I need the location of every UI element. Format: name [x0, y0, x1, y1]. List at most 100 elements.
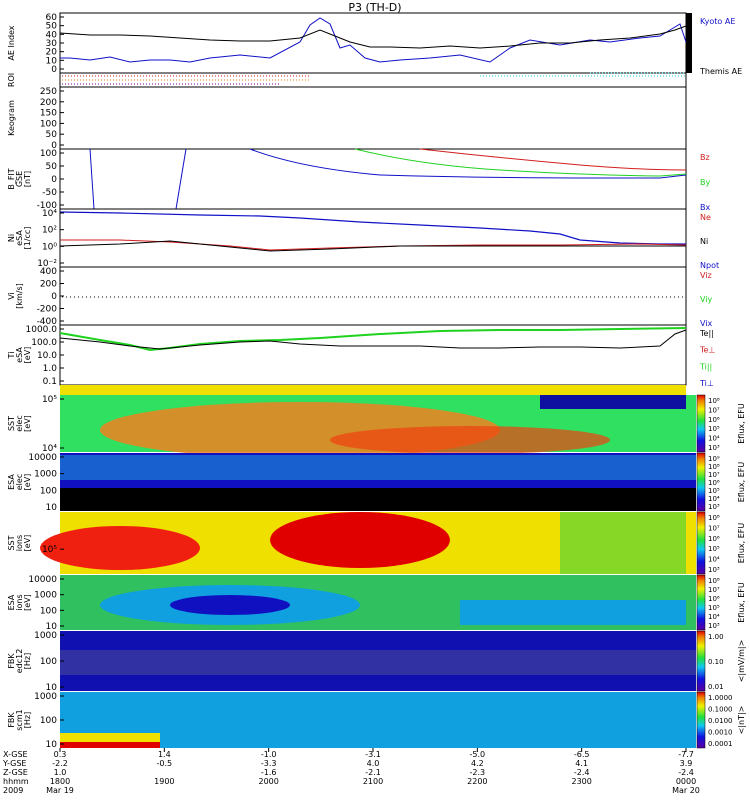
x-tick-label: Mar 20 [672, 786, 700, 795]
x-tick-label: -2.4 [574, 768, 590, 777]
y-axis-label: Keogram [7, 100, 16, 136]
colorbar-tick-label: 10³ [708, 622, 720, 630]
colorbar [696, 630, 706, 692]
y-axis-label: ESA [7, 594, 16, 610]
y-tick-label: 400 [40, 267, 57, 277]
colorbar-tick-label: 10⁷ [708, 471, 720, 479]
series-te-par [59, 329, 687, 350]
x-tick-label: -2.3 [470, 768, 486, 777]
colorbar-label: Eflux, EFU [737, 403, 746, 444]
y-axis-label: elec [15, 474, 24, 490]
y-tick-label: 50 [46, 130, 58, 140]
y-axis-label: ESA [7, 474, 16, 490]
legend-entry: Ti|| [699, 362, 712, 371]
y-tick-label: 100.0 [31, 338, 57, 348]
x-tick-label: -3.3 [261, 759, 277, 768]
colorbar-tick-label: 10⁹ [708, 455, 720, 463]
colorbar-label: <|nT|> [737, 706, 746, 735]
panel-ae [59, 12, 692, 74]
legend-entry: Ne [700, 213, 711, 222]
colorbar-tick-label: 10³ [708, 566, 720, 574]
x-tick-label: 4.2 [471, 759, 484, 768]
x-tick-label: -1.0 [261, 750, 277, 759]
y-tick-label: 0 [51, 292, 57, 302]
y-tick-label: -50 [42, 188, 57, 198]
colorbar-tick-label: 10⁵ [708, 487, 720, 495]
series-bz [419, 148, 687, 171]
colorbar-tick-label: 10⁶ [708, 535, 720, 543]
series-kyoto-ae [60, 17, 687, 63]
legend-entry: Bx [700, 203, 710, 212]
x-tick-label: 2000 [258, 777, 278, 786]
colorbar-tick-label: 10⁶ [708, 416, 720, 424]
y-tick-label: 10.0 [37, 351, 57, 361]
x-tick-label: 0000 [676, 777, 696, 786]
colorbar-label: Eflux, EFU [737, 523, 746, 564]
y-tick-label: 1000 [34, 591, 57, 601]
legend-entry: Te⊥ [699, 346, 715, 355]
plot-title: P3 (TH-D) [348, 1, 401, 14]
legend-entry: Viz [700, 271, 712, 280]
y-axis-label: ions [15, 594, 24, 610]
x-tick-label: -3.1 [365, 750, 381, 759]
colorbar-tick-label: 10⁴ [708, 435, 720, 443]
y-tick-label: 100 [40, 119, 57, 129]
colorbar [696, 394, 706, 453]
y-tick-label: 1000.0 [26, 325, 58, 335]
x-tick-label: -6.5 [574, 750, 590, 759]
y-tick-label: 10⁻² [37, 259, 57, 269]
y-axis-label: ROI [7, 73, 16, 87]
x-row-label: X-GSE [3, 750, 28, 759]
y-tick-label: 10000 [28, 453, 57, 463]
x-tick-label: -1.6 [261, 768, 277, 777]
series-themis-ae [59, 25, 687, 49]
series-npot [59, 211, 686, 245]
y-axis-label: ions [15, 535, 24, 551]
x-row-label: Y-GSE [2, 759, 26, 768]
panel-ti [59, 324, 687, 386]
x-tick-label: Mar 19 [46, 786, 74, 795]
y-tick-label: 50 [46, 162, 58, 172]
x-tick-label: 2100 [363, 777, 383, 786]
y-tick-label: 100 [40, 657, 57, 667]
y-tick-label: 100 [40, 149, 57, 159]
y-axis-label: B_FIT [7, 168, 16, 189]
colorbar-tick-label: 10⁴ [708, 556, 720, 564]
y-tick-label: 10⁰ [42, 242, 57, 252]
colorbar-tick-label: 10⁸ [708, 514, 720, 522]
y-axis-label: [eV] [23, 347, 32, 364]
y-tick-label: -100 [37, 201, 58, 211]
y-tick-label: 10 [46, 683, 58, 693]
legend-entry: Bz [700, 153, 710, 162]
colorbar-label: Eflux, EFU [737, 462, 746, 503]
y-tick-label: 50 [46, 22, 58, 32]
colorbar-tick-label: 10⁴ [708, 495, 720, 503]
x-tick-label: 4.0 [367, 759, 380, 768]
legend-entry: Te|| [699, 329, 714, 338]
y-tick-label: 10⁵ [42, 395, 57, 405]
y-axis-label: Ni [7, 234, 16, 242]
x-tick-label: 0.3 [54, 750, 67, 759]
y-axis-label: SST [7, 535, 16, 550]
y-tick-label: 100 [40, 606, 57, 616]
panel-keogram [59, 86, 687, 150]
y-tick-label: 0.1 [43, 377, 57, 387]
colorbar [696, 574, 706, 631]
y-tick-label: 0 [51, 65, 57, 75]
y-axis-label: [nT] [23, 171, 32, 187]
series-ne [60, 239, 687, 251]
x-tick-label: 1900 [154, 777, 174, 786]
y-axis-label: Vi [7, 292, 16, 300]
colorbar-tick-label: 0.1000 [708, 706, 733, 714]
colorbar [696, 511, 706, 575]
colorbar-tick-label: 10⁶ [708, 595, 720, 603]
panel-ni [59, 208, 687, 268]
spectrogram-fbk-scm1 [60, 692, 696, 748]
y-tick-label: 0 [51, 141, 57, 151]
legend-entry: Ti⊥ [699, 379, 714, 388]
colorbar-tick-label: 10⁵ [708, 604, 720, 612]
legend-entry: By [700, 178, 710, 187]
panel-vi [59, 266, 687, 326]
y-axis-label: [eV] [23, 474, 32, 491]
